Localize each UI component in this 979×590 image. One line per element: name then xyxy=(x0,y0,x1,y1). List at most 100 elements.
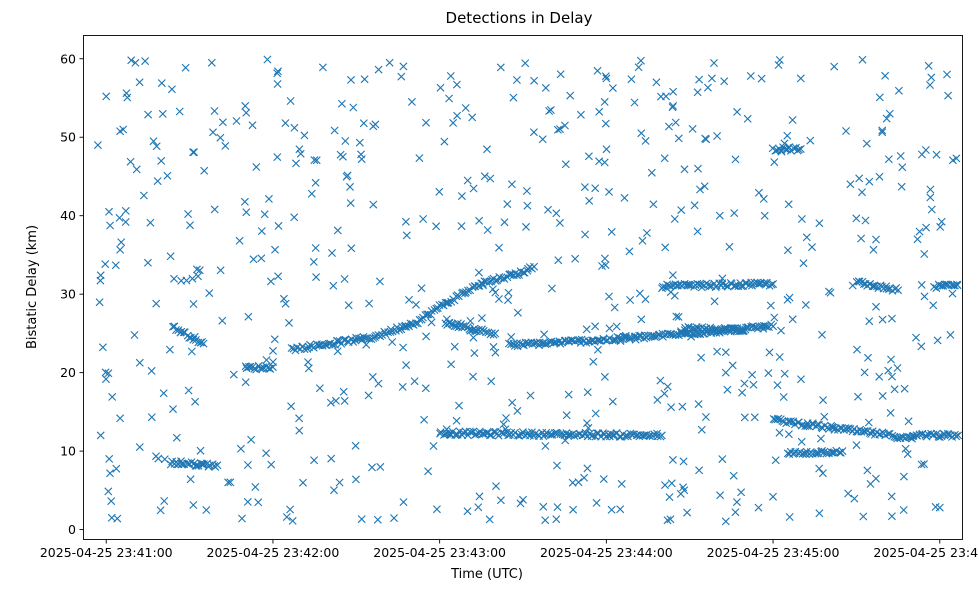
data-point xyxy=(775,353,784,361)
data-point xyxy=(695,466,704,475)
data-point xyxy=(789,144,798,153)
data-point xyxy=(642,229,651,237)
data-point xyxy=(661,481,669,490)
data-point xyxy=(423,310,431,319)
data-point xyxy=(475,216,484,225)
data-point xyxy=(729,471,738,480)
data-point xyxy=(541,340,550,349)
data-point xyxy=(252,163,261,171)
data-point xyxy=(637,129,646,138)
data-point xyxy=(440,137,449,146)
data-point xyxy=(788,116,797,124)
data-point xyxy=(865,317,874,326)
data-point xyxy=(926,81,934,89)
data-point xyxy=(577,335,586,344)
data-point xyxy=(299,478,307,487)
data-point xyxy=(581,230,590,239)
data-point xyxy=(554,256,563,265)
data-point xyxy=(267,460,276,469)
data-point xyxy=(335,478,344,487)
data-point xyxy=(566,91,575,100)
data-point xyxy=(288,516,297,525)
data-point xyxy=(326,398,335,407)
data-point xyxy=(399,343,408,352)
data-point xyxy=(641,295,650,304)
data-point xyxy=(814,449,823,457)
data-point xyxy=(697,353,706,362)
data-point xyxy=(349,337,358,346)
data-point xyxy=(888,372,896,381)
data-point xyxy=(655,330,664,339)
data-point xyxy=(248,121,257,130)
data-point xyxy=(412,300,420,309)
data-point xyxy=(489,342,498,351)
data-point xyxy=(580,183,589,192)
data-point xyxy=(135,443,144,452)
data-point xyxy=(522,222,530,231)
data-point xyxy=(894,86,903,95)
data-point xyxy=(519,268,528,277)
data-point xyxy=(754,279,763,288)
data-point xyxy=(887,512,896,521)
data-point xyxy=(341,137,350,145)
data-point xyxy=(273,69,282,78)
data-point xyxy=(295,145,304,154)
data-point xyxy=(720,77,729,86)
data-point xyxy=(450,342,459,351)
data-point xyxy=(273,80,282,88)
data-point xyxy=(858,55,867,64)
data-point xyxy=(626,296,635,304)
data-point xyxy=(864,418,873,427)
data-point xyxy=(526,391,535,400)
data-point xyxy=(801,300,810,309)
data-point xyxy=(183,459,192,468)
data-point xyxy=(205,289,214,298)
data-point xyxy=(337,99,346,108)
data-point xyxy=(721,348,730,357)
y-axis: 0 10 20 30 40 50 60 xyxy=(60,51,84,537)
data-point xyxy=(152,299,161,308)
data-point xyxy=(591,322,600,331)
data-point xyxy=(872,235,880,244)
data-point xyxy=(672,312,681,321)
data-point xyxy=(158,109,167,118)
data-point xyxy=(569,505,578,514)
data-point xyxy=(192,265,201,274)
data-point xyxy=(507,333,516,341)
data-point xyxy=(663,516,672,525)
data-point xyxy=(796,145,805,153)
data-point xyxy=(153,177,162,186)
data-point xyxy=(600,254,609,263)
data-point xyxy=(535,341,543,350)
data-point xyxy=(102,92,111,101)
data-point xyxy=(402,361,411,370)
data-point xyxy=(711,325,720,333)
data-point xyxy=(95,298,104,307)
data-point xyxy=(838,447,847,456)
data-point xyxy=(601,119,610,128)
data-point xyxy=(143,258,152,267)
data-point xyxy=(601,72,610,81)
data-point xyxy=(723,385,732,394)
data-point xyxy=(166,252,175,261)
data-point xyxy=(662,92,670,101)
data-point xyxy=(582,325,591,334)
data-point xyxy=(521,338,530,347)
data-point xyxy=(199,339,208,348)
data-point xyxy=(329,281,338,290)
data-point xyxy=(754,503,763,512)
data-point xyxy=(254,498,263,507)
data-point xyxy=(605,187,613,196)
data-point xyxy=(427,318,436,327)
data-point xyxy=(246,362,255,371)
data-point xyxy=(576,110,585,119)
data-point xyxy=(732,498,741,507)
data-point xyxy=(583,419,591,428)
data-point xyxy=(96,276,105,285)
data-point xyxy=(296,149,305,158)
data-point xyxy=(864,353,872,362)
data-point xyxy=(860,368,869,377)
data-point xyxy=(797,375,805,384)
data-point xyxy=(749,380,758,389)
data-point xyxy=(700,182,709,191)
